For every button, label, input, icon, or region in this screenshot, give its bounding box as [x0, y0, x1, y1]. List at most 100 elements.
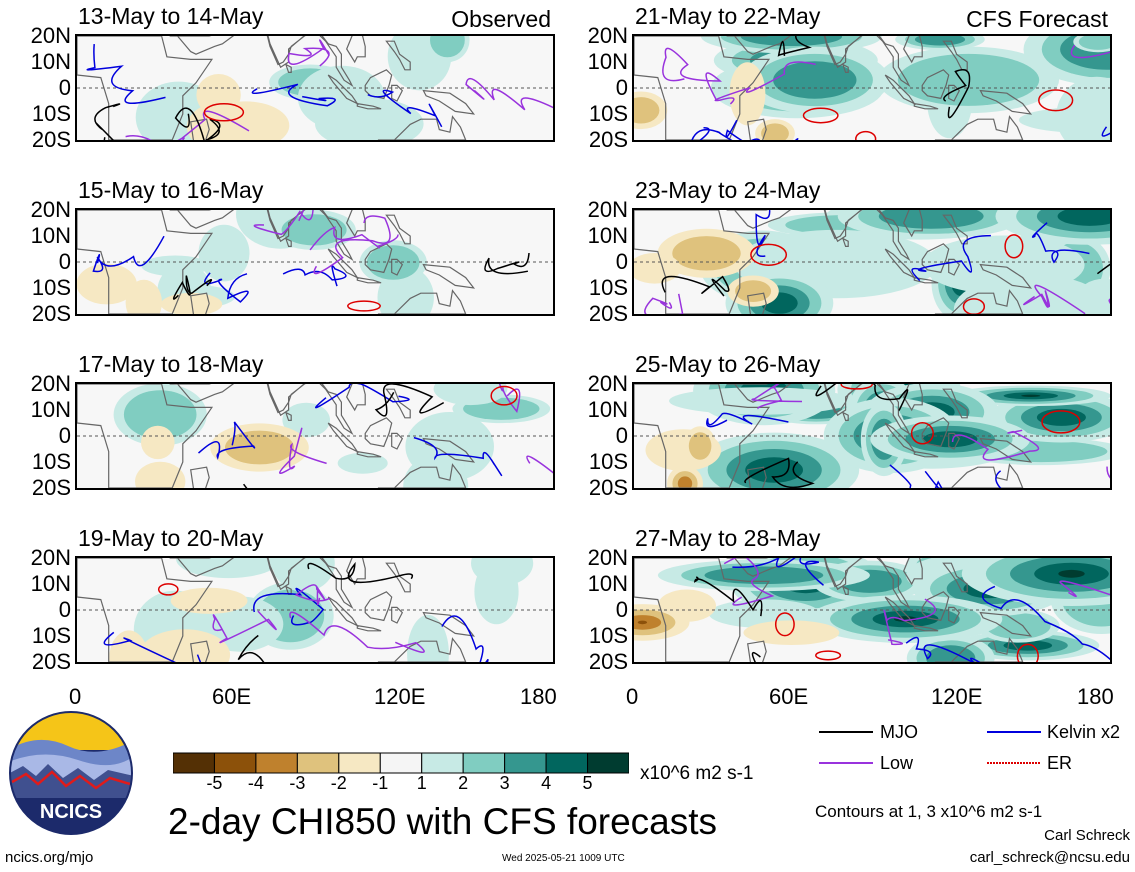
chi-negative-anomaly [141, 425, 175, 460]
colorbar-swatch [545, 752, 589, 774]
er-contour [1041, 410, 1081, 434]
low-contour [279, 427, 327, 474]
coastline [913, 102, 939, 110]
colorbar-tick-label: 1 [416, 773, 427, 793]
lat-label: 10S [588, 275, 628, 300]
kelvin-contour [995, 470, 1002, 488]
coastline [903, 210, 923, 238]
er-contour [157, 583, 179, 596]
coastline [942, 40, 968, 71]
low-contour [309, 226, 399, 251]
chi-positive-anomaly [123, 390, 197, 439]
coastline [726, 558, 791, 577]
coastline [747, 292, 767, 314]
lat-label: 20S [588, 649, 628, 674]
lat-label: 0 [58, 75, 71, 100]
coastline [190, 292, 210, 314]
lat-label: 10S [588, 623, 628, 648]
coastline [364, 417, 393, 448]
coastline [391, 606, 404, 624]
low-contour [465, 77, 553, 111]
chi-negative-anomaly [735, 280, 772, 302]
coastline [356, 276, 382, 284]
colorbar-tick-label: 4 [541, 773, 552, 793]
kelvin-contour [282, 265, 347, 287]
coastline [948, 84, 961, 102]
chi-positive-anomaly [198, 224, 250, 282]
low-contour [1106, 466, 1110, 479]
lat-label: 10S [31, 623, 71, 648]
chi-positive-anomaly [282, 402, 330, 438]
lat-label: 10N [587, 49, 628, 74]
legend-mjo-label: MJO [880, 722, 918, 742]
colorbar-tick-label: -4 [247, 773, 264, 793]
lat-label: 10N [30, 223, 71, 248]
coastline [391, 84, 404, 102]
coastline [942, 214, 968, 245]
chi-positive-anomaly [366, 245, 420, 280]
author-email[interactable]: carl_schreck@ncsu.edu [969, 849, 1130, 866]
low-contour [498, 384, 521, 414]
low-contour [883, 598, 936, 646]
er-contour [1016, 643, 1039, 662]
low-contour [526, 455, 553, 474]
coastline [377, 289, 467, 314]
kelvin-contour [982, 585, 1110, 661]
chi-negative-anomaly [196, 74, 241, 116]
kelvin-contour [314, 384, 410, 409]
lat-label: 20S [31, 301, 71, 326]
coastline [356, 450, 382, 458]
panel-title: 15-May to 16-May [78, 177, 264, 203]
kelvin-contour [911, 234, 991, 282]
lat-label: 20N [30, 545, 71, 570]
coastline [190, 466, 210, 488]
coastline [266, 558, 354, 610]
mjo-contour [693, 576, 763, 617]
panel-title: 25-May to 26-May [635, 351, 821, 377]
coastline [942, 562, 968, 593]
coastline [921, 69, 950, 100]
colorbar-swatch [587, 752, 630, 774]
kelvin-contour [92, 235, 165, 273]
lat-label: 20N [587, 545, 628, 570]
lat-label: 0 [58, 423, 71, 448]
coastline [422, 263, 476, 289]
lat-label: 20N [30, 371, 71, 396]
coastline [913, 276, 939, 284]
mjo-contour [243, 483, 248, 488]
low-contour [1070, 44, 1110, 59]
lat-label: 0 [615, 597, 628, 622]
observed-tag: Observed [451, 6, 551, 32]
chi-positive-anomaly [1078, 36, 1110, 50]
chi-positive-anomaly [474, 559, 519, 625]
colorbar [172, 752, 630, 779]
chi-positive-anomaly [773, 61, 857, 99]
coastline [391, 432, 404, 450]
coastline [903, 384, 923, 412]
colorbar-swatch [421, 752, 464, 774]
map-panel [75, 34, 555, 142]
lon-label-180-right: 180 [1077, 684, 1114, 709]
lat-label: 0 [615, 249, 628, 274]
mjo-contour [751, 652, 761, 662]
coastline [903, 36, 923, 64]
lat-label: 10S [31, 101, 71, 126]
timestamp: Wed 2025-05-21 1009 UTC [502, 853, 625, 864]
lat-label: 0 [615, 75, 628, 100]
coastline [913, 624, 939, 632]
kelvin-contour [905, 636, 981, 662]
er-contour [774, 612, 795, 637]
footer-link[interactable]: ncics.org/mjo [5, 849, 94, 866]
chi-negative-anomaly [672, 236, 741, 271]
lat-label: 20S [588, 127, 628, 152]
legend-kelvin-label: Kelvin x2 [1047, 722, 1121, 742]
er-contour [347, 300, 381, 312]
coastline [266, 384, 354, 436]
kelvin-contour [367, 89, 443, 128]
coastline [823, 36, 911, 88]
coastline [841, 411, 849, 422]
chi-positive-anomaly [405, 412, 495, 481]
coastline [979, 437, 1033, 463]
lat-label: 10N [587, 571, 628, 596]
coastline [903, 558, 923, 586]
